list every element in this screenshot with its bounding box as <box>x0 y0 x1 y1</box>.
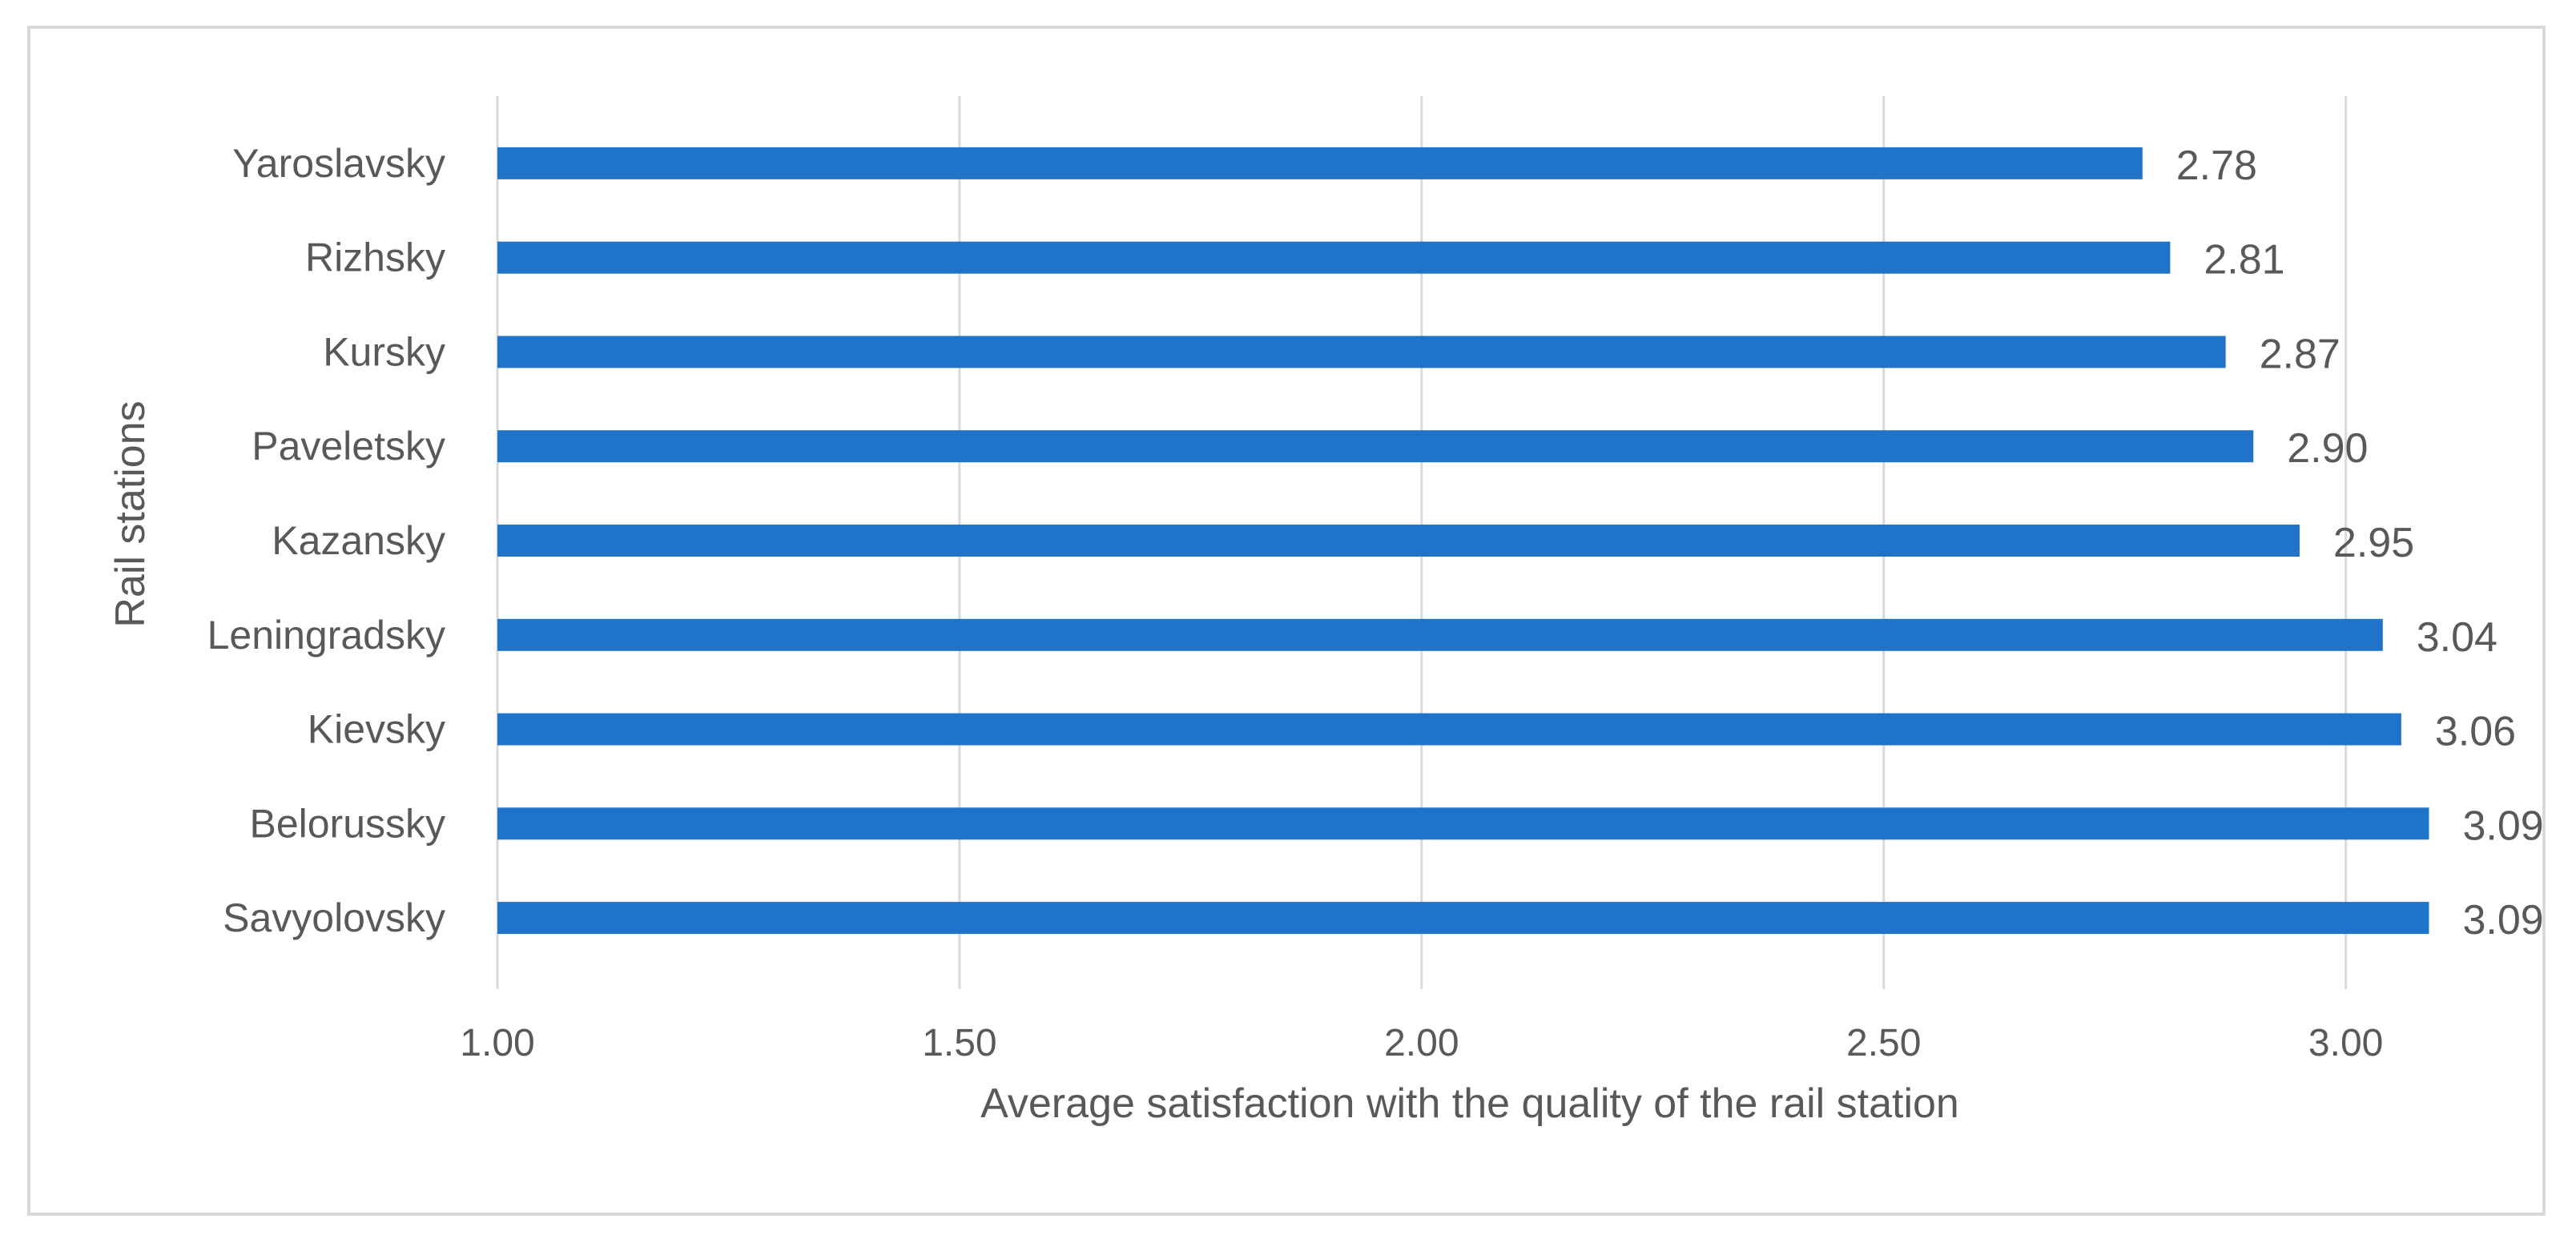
category-label: Kievsky <box>308 707 445 752</box>
data-label: 3.06 <box>2435 709 2516 755</box>
category-label: Paveletsky <box>252 424 445 469</box>
x-tick-label: 1.50 <box>922 1022 996 1064</box>
category-label: Savyolovsky <box>223 895 445 940</box>
bars <box>497 147 2429 935</box>
data-label: 2.90 <box>2287 425 2368 472</box>
data-label: 3.09 <box>2462 803 2543 849</box>
x-tick-label: 2.50 <box>1846 1022 1921 1064</box>
x-tick-label: 3.00 <box>2308 1022 2383 1064</box>
data-label: 3.09 <box>2462 897 2543 943</box>
bar <box>497 241 2171 274</box>
data-label: 2.95 <box>2333 520 2414 566</box>
category-label: Kazansky <box>272 518 445 563</box>
bar <box>497 147 2143 179</box>
bar <box>497 713 2401 746</box>
category-label: Leningradsky <box>207 613 445 658</box>
bar <box>497 525 2300 557</box>
data-label: 2.87 <box>2260 331 2341 377</box>
bar <box>497 807 2429 840</box>
data-label: 3.04 <box>2417 614 2498 661</box>
data-label: 2.81 <box>2204 237 2284 284</box>
category-label: Kursky <box>323 329 445 374</box>
x-tick-label: 2.00 <box>1384 1022 1459 1064</box>
category-label: Yaroslavsky <box>232 141 445 186</box>
bar <box>497 618 2383 651</box>
bar <box>497 336 2226 368</box>
y-axis-title: Rail stations <box>107 400 154 627</box>
x-axis-title: Average satisfaction with the quality of… <box>980 1080 1959 1127</box>
category-label: Rizhsky <box>305 235 445 280</box>
bar <box>497 430 2254 463</box>
labels: 1.00 1.50 2.00 2.50 3.00 Yaroslavsky 2.78 Rizhs… <box>207 141 2544 1064</box>
x-tick-label: 1.00 <box>460 1022 534 1064</box>
category-label: Belorussky <box>249 801 445 846</box>
bar <box>497 902 2429 935</box>
data-label: 2.78 <box>2176 143 2257 189</box>
